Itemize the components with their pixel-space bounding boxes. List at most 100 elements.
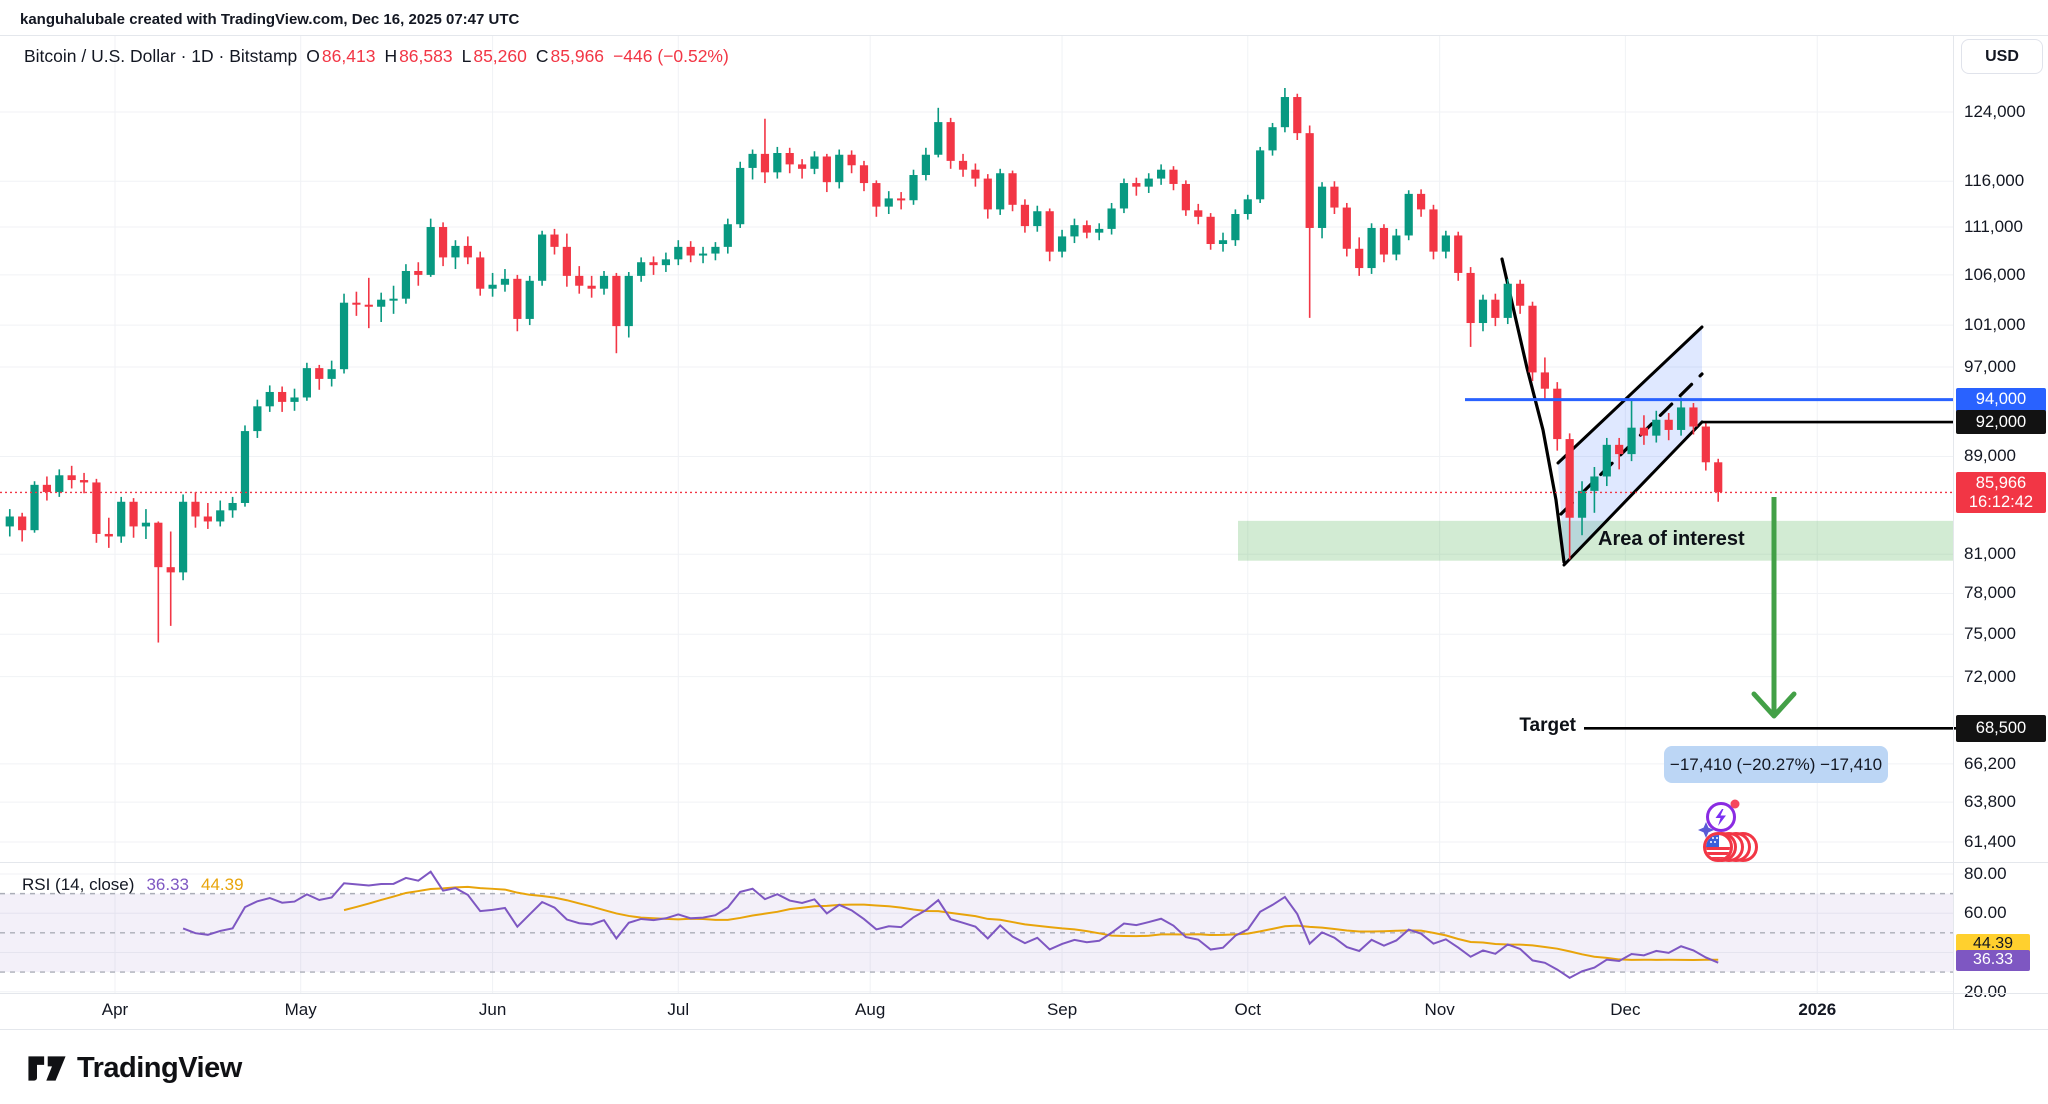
close-value: 85,966: [550, 45, 605, 66]
candle: [958, 153, 968, 177]
price-tick-label: 81,000: [1964, 544, 2016, 564]
tradingview-logo-text: TradingView: [77, 1052, 242, 1084]
candle-body: [1008, 173, 1017, 205]
ai-spark-icon[interactable]: [1695, 796, 1747, 840]
currency-toggle-button[interactable]: USD: [1961, 39, 2043, 74]
time-tick-label: Jun: [478, 1000, 507, 1019]
candle-body: [42, 484, 52, 493]
candle: [302, 362, 311, 401]
candle-body: [216, 510, 225, 522]
candle: [1503, 278, 1512, 325]
candle: [117, 496, 126, 543]
candle-body: [1553, 388, 1562, 440]
price-tick-label: 75,000: [1964, 624, 2016, 644]
candle-body: [1590, 476, 1599, 491]
tradingview-logo[interactable]: TradingView: [27, 1052, 242, 1085]
candle-body: [339, 302, 349, 370]
candle-body: [389, 298, 398, 301]
symbol-title[interactable]: Bitcoin / U.S. Dollar · 1D · Bitstamp: [24, 45, 298, 66]
candle-body: [1491, 299, 1500, 318]
rsi-ma-label: 44.39: [1956, 933, 2030, 955]
candle-body: [1429, 209, 1438, 252]
candle-body: [525, 280, 534, 319]
candle-body: [760, 153, 770, 173]
candle: [426, 218, 435, 277]
bar-countdown: 16:12:42: [1968, 492, 2034, 511]
candle-body: [178, 501, 188, 573]
candle-body: [117, 501, 126, 537]
price-tick-label: 111,000: [1964, 217, 2023, 237]
candle-body: [624, 275, 633, 327]
candle-body: [1218, 240, 1228, 245]
candle: [637, 257, 646, 282]
candle: [1615, 437, 1624, 470]
candle: [141, 509, 151, 539]
candle-body: [1454, 235, 1463, 273]
time-tick-label: May: [284, 1000, 317, 1019]
candle-body: [1033, 211, 1042, 227]
pane-divider[interactable]: [0, 862, 2048, 863]
candle: [1157, 164, 1166, 185]
area-of-interest-label[interactable]: Area of interest: [1598, 527, 1745, 550]
candle-body: [55, 475, 64, 493]
grid-layer: [0, 36, 1953, 993]
candle-body: [426, 227, 435, 275]
usd-coins-icon[interactable]: [1702, 830, 1760, 864]
candle: [30, 481, 39, 533]
candle-body: [661, 259, 671, 266]
candle: [562, 233, 571, 287]
candle: [1194, 203, 1203, 225]
candle-body: [1070, 225, 1079, 237]
arrow-head: [1751, 691, 1797, 719]
candle: [1169, 166, 1178, 191]
candle-body: [265, 391, 274, 407]
candle-body: [463, 245, 472, 258]
candle: [1553, 382, 1562, 451]
candle-body: [1441, 235, 1450, 252]
candle-body: [1280, 97, 1290, 128]
candle: [154, 521, 163, 643]
candle-body: [1020, 204, 1030, 227]
candle: [228, 496, 237, 518]
candle-body: [240, 431, 250, 503]
candle: [624, 271, 633, 338]
candle-body: [141, 522, 151, 527]
candle-body: [1194, 210, 1203, 217]
candle-body: [748, 153, 757, 168]
rsi-line: [182, 870, 1719, 980]
candle: [1701, 422, 1710, 471]
candle-body: [488, 284, 497, 289]
candle: [1516, 279, 1525, 314]
rsi-indicator-title[interactable]: RSI (14, close): [22, 875, 135, 894]
candle-body: [1714, 462, 1723, 493]
price-tick-label: 78,000: [1964, 583, 2016, 603]
candle-body: [835, 154, 844, 183]
candle-body: [1528, 305, 1537, 373]
candle-body: [104, 533, 113, 537]
candle-body: [1268, 127, 1277, 151]
measurement-label[interactable]: −17,410 (−20.27%) −17,410: [1664, 746, 1888, 783]
candle-body: [562, 246, 571, 276]
close-label: C: [535, 45, 549, 66]
rsi-legend[interactable]: RSI (14, close) 36.33 44.39: [22, 874, 244, 896]
candle-body: [1516, 283, 1525, 306]
candle: [476, 251, 485, 296]
candle-body: [1392, 235, 1401, 255]
candle-body: [996, 173, 1005, 210]
target-text[interactable]: Target: [1519, 715, 1576, 737]
candle-body: [550, 234, 559, 247]
candle-body: [1503, 283, 1512, 318]
candle-body: [290, 397, 299, 402]
candle: [166, 531, 175, 626]
candle-body: [1478, 299, 1488, 324]
candle: [575, 266, 584, 294]
rsi-value-label: 36.33: [1956, 949, 2030, 971]
candle: [847, 150, 856, 174]
candle-body: [438, 227, 448, 258]
candle: [339, 293, 349, 374]
candle: [1033, 205, 1042, 232]
candle-body: [797, 164, 807, 169]
